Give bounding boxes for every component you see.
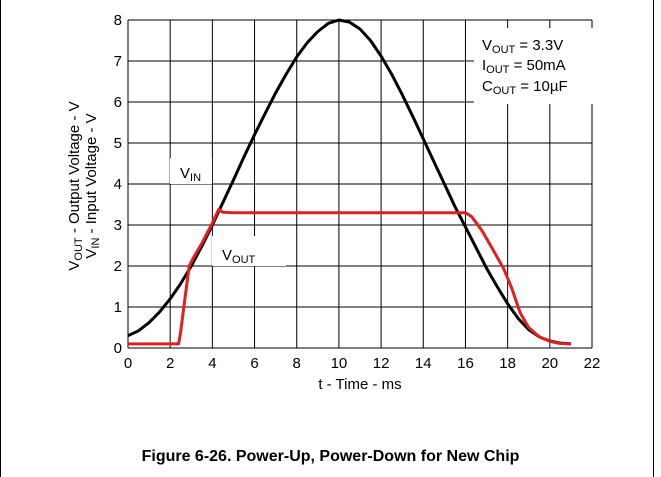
x-tick-label: 4 bbox=[208, 355, 216, 372]
conditions-annotation: VOUT = 3.3V IOUT = 50mA COUT = 10µF bbox=[474, 28, 594, 104]
x-tick-label: 0 bbox=[124, 355, 132, 372]
vout-label-box: VOUT bbox=[212, 236, 286, 266]
y-tick-label: 7 bbox=[114, 53, 122, 70]
y-tick-label: 8 bbox=[114, 12, 122, 29]
annotation-cout: COUT = 10µF bbox=[482, 78, 568, 97]
y-tick-label: 2 bbox=[114, 258, 122, 275]
annotation-iout: IOUT = 50mA bbox=[482, 57, 566, 76]
vin-label-box: VIN bbox=[170, 158, 212, 184]
y-tick-label: 3 bbox=[114, 217, 122, 234]
x-tick-label: 20 bbox=[541, 355, 558, 372]
x-tick-label: 8 bbox=[293, 355, 301, 372]
x-tick-label: 10 bbox=[331, 355, 348, 372]
series-layer bbox=[127, 18, 572, 346]
y-tick-label: 4 bbox=[114, 176, 122, 193]
y-tick-label: 0 bbox=[114, 340, 122, 357]
x-tick-label: 22 bbox=[584, 355, 601, 372]
y-axis-label-vin: VIN - Input Voltage - V bbox=[83, 113, 102, 258]
annotation-vout: VOUT = 3.3V bbox=[482, 37, 563, 56]
y-tick-label: 1 bbox=[114, 299, 122, 316]
series-line-vout bbox=[128, 207, 571, 346]
x-tick-label: 14 bbox=[415, 355, 432, 372]
y-tick-label: 6 bbox=[114, 94, 122, 111]
x-tick-label: 16 bbox=[457, 355, 474, 372]
x-tick-label: 18 bbox=[499, 355, 516, 372]
y-axis-label-vout: VOUT - Output Voltage - V bbox=[66, 101, 85, 270]
vin-series-label: VIN bbox=[180, 165, 201, 184]
vout-series-label: VOUT bbox=[222, 247, 256, 266]
x-axis-label: t - Time - ms bbox=[318, 376, 401, 393]
figure-caption: Figure 6-26. Power-Up, Power-Down for Ne… bbox=[141, 448, 520, 465]
x-tick-label: 2 bbox=[166, 355, 174, 372]
y-tick-label: 5 bbox=[114, 135, 122, 152]
x-tick-label: 12 bbox=[373, 355, 390, 372]
x-tick-label: 6 bbox=[250, 355, 258, 372]
